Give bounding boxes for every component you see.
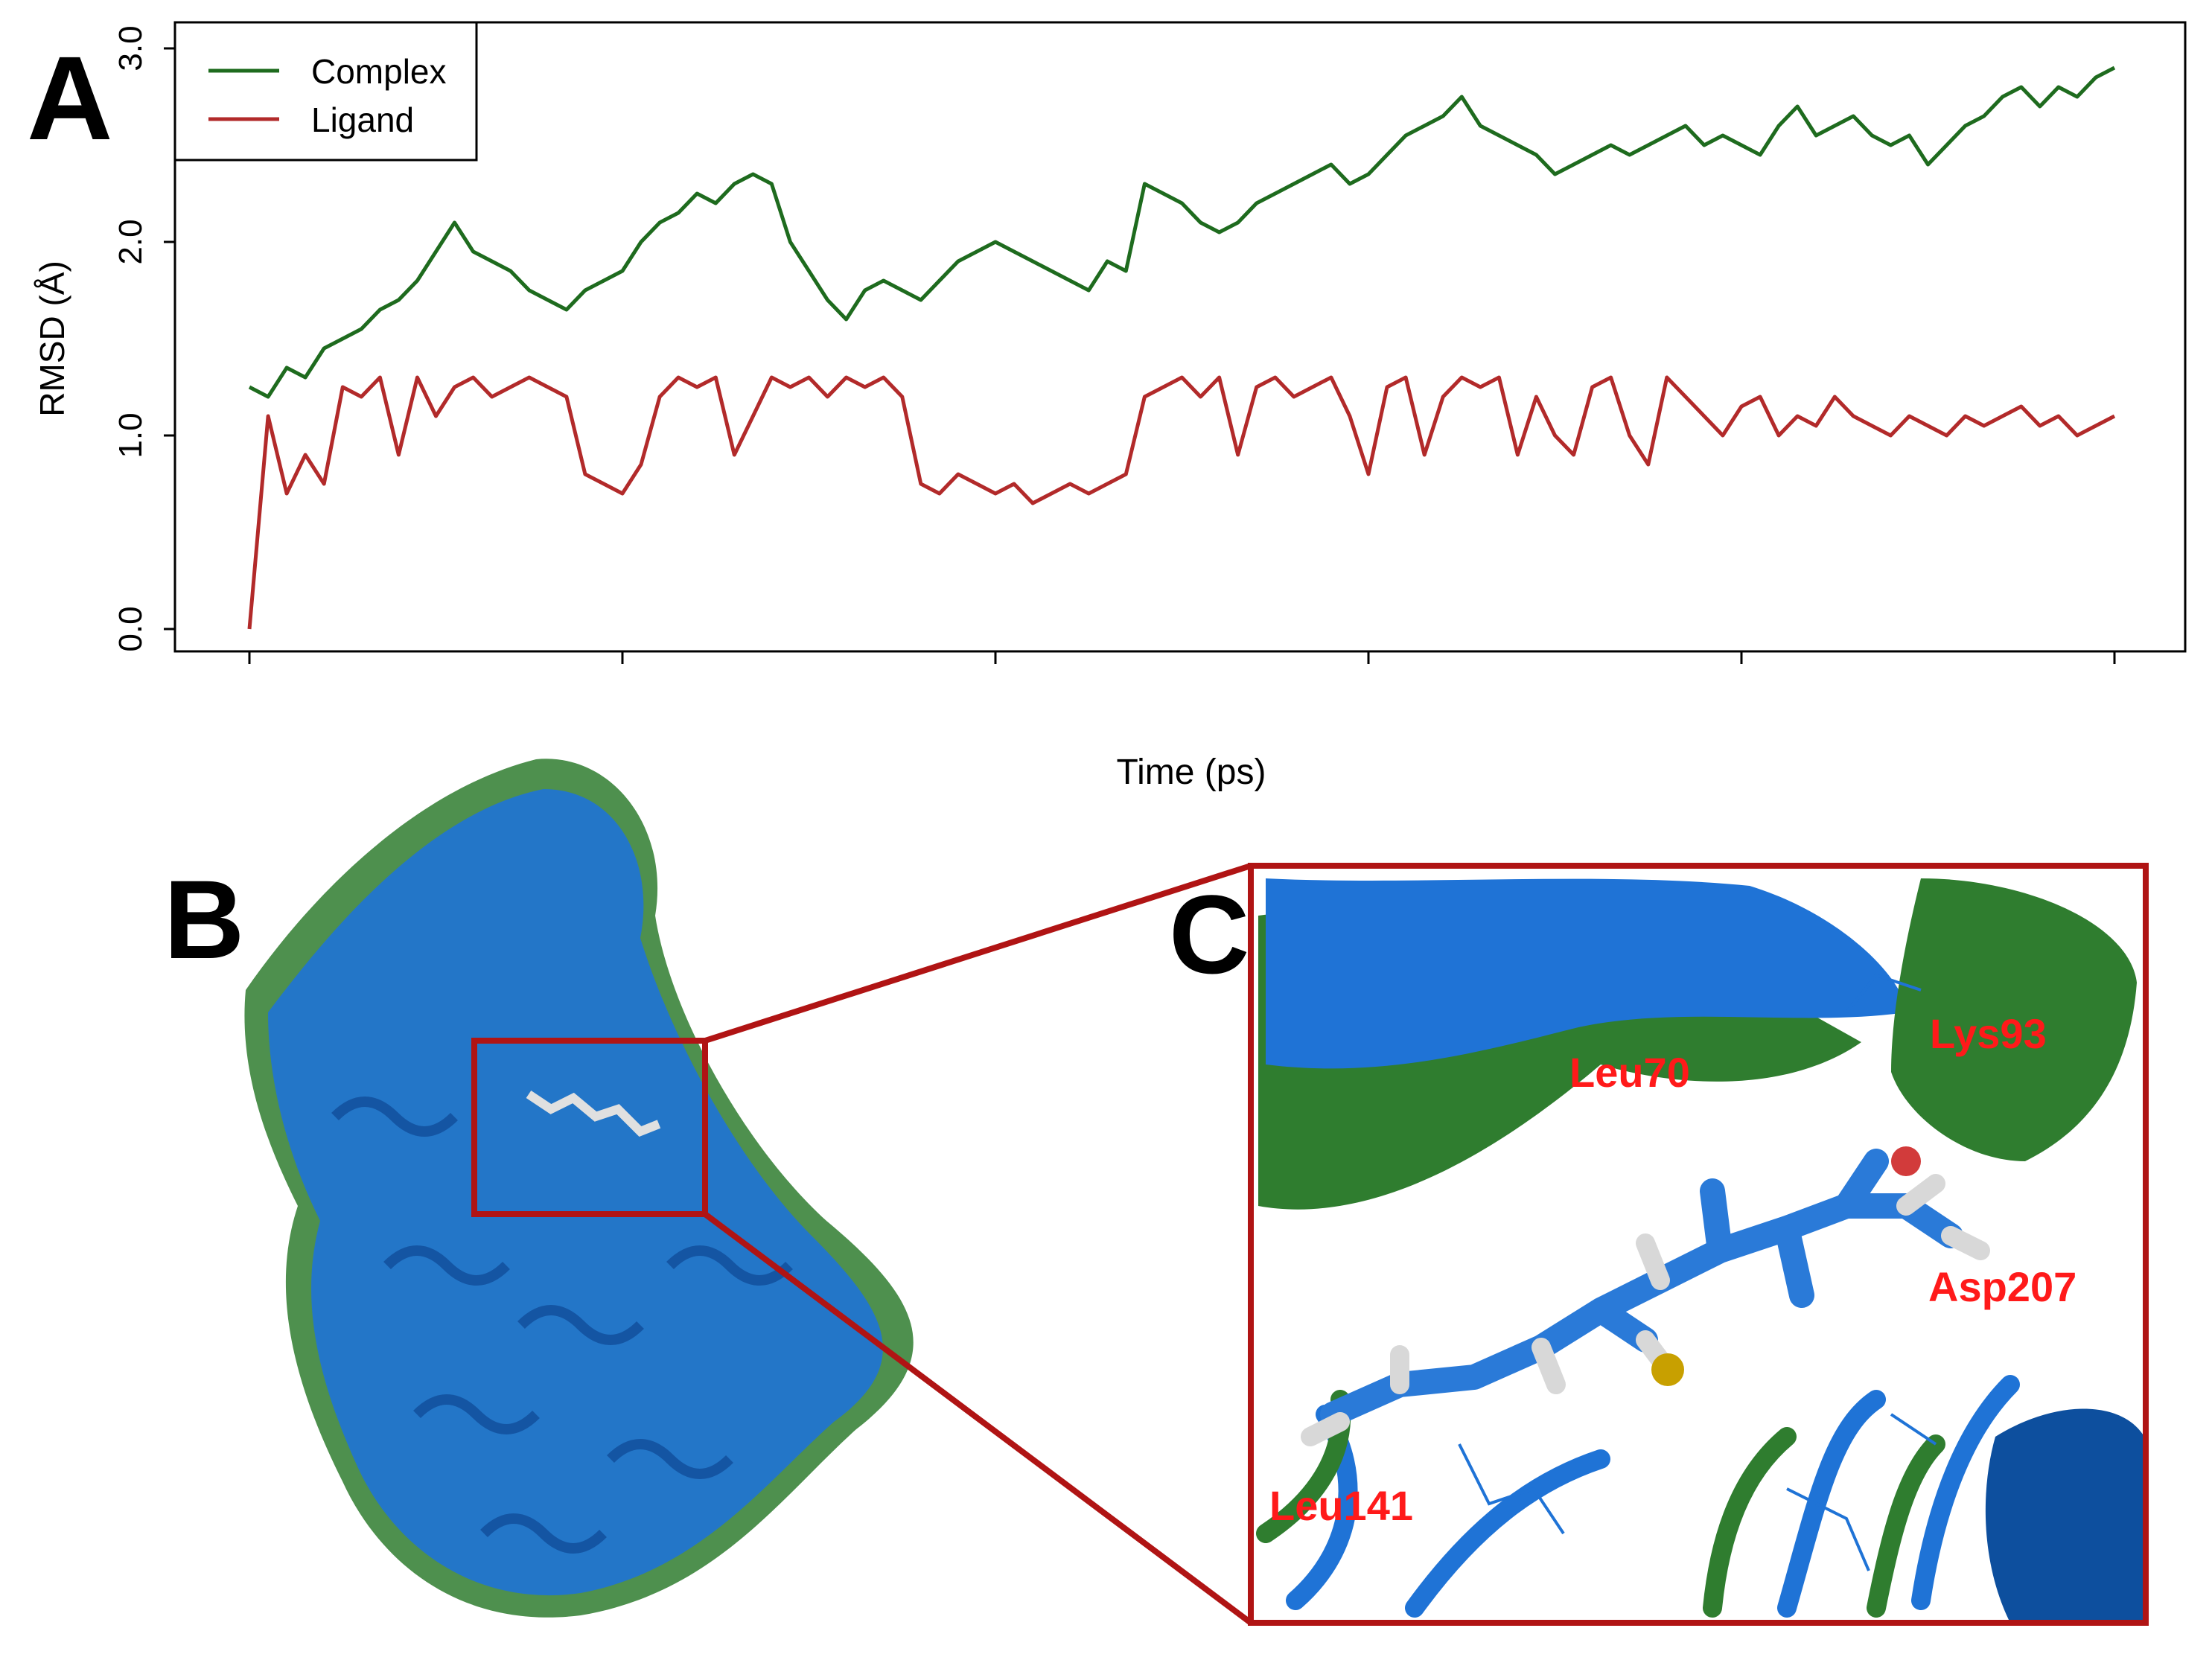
zoom-panel-frame	[1248, 863, 2149, 1626]
legend-label-complex: Complex	[311, 52, 447, 91]
residue-label-leu141: Leu141	[1269, 1482, 1413, 1529]
series-line-ligand	[247, 375, 2116, 630]
protein-helices	[331, 1097, 793, 1554]
y-tick-label: 1.0	[112, 412, 149, 458]
green-helix-c	[1891, 878, 2137, 1161]
rmsd-line-chart: 0.0 1.0 2.0 3.0 010002000300040005000 RMSD …	[33, 21, 2187, 664]
dark-blue-helix-c	[1985, 1408, 2144, 1623]
zoom-panel-background	[1251, 866, 2146, 1623]
y-tick-label: 0.0	[112, 606, 149, 651]
ligand-hydrogens-c	[1301, 1174, 1990, 1446]
blue-sheet-c	[1266, 878, 1906, 1069]
ligand-sticks-c	[1320, 1149, 1963, 1427]
protein-cartoon-blue	[268, 789, 883, 1596]
zoom-panel-c: Lys93 Leu70 Asp207 Leu141	[1248, 863, 2149, 1626]
y-tick-label: 2.0	[112, 219, 149, 264]
green-loops-c	[1256, 1390, 1945, 1618]
legend: Complex Ligand	[173, 21, 478, 162]
green-sheet-c	[1258, 908, 1861, 1210]
zoom-box-b	[471, 1038, 708, 1217]
y-tick-label: 3.0	[112, 25, 149, 71]
residue-label-asp207: Asp207	[1928, 1263, 2076, 1310]
series-line-complex	[248, 66, 2116, 399]
panel-label-a: A	[27, 31, 113, 165]
oxygen-atom-c	[1891, 1146, 1921, 1176]
x-axis-label: Time (ps)	[1116, 753, 1266, 792]
series-lines	[247, 66, 2116, 630]
ligand-sticks-b	[526, 1091, 661, 1137]
residue-label-lys93: Lys93	[1930, 1010, 2047, 1057]
residue-lines-c	[1458, 973, 1937, 1571]
x-axis: 010002000300040005000	[248, 651, 2116, 664]
protein-cartoon-green	[244, 759, 914, 1618]
residue-label-leu70: Leu70	[1569, 1049, 1690, 1096]
blue-loops-c	[1286, 1375, 2020, 1618]
plot-frame	[173, 21, 2187, 653]
protein-cartoon-b	[244, 759, 914, 1618]
y-axis: 0.0 1.0 2.0 3.0	[112, 25, 175, 652]
legend-box	[173, 21, 478, 162]
y-axis-label: RMSD (Å)	[33, 261, 71, 417]
sulfur-atom-c	[1651, 1353, 1684, 1386]
legend-label-ligand: Ligand	[311, 100, 414, 139]
panel-label-c: C	[1169, 872, 1250, 997]
zoom-connector-bottom	[703, 1211, 1253, 1626]
panel-label-b: B	[164, 857, 245, 982]
